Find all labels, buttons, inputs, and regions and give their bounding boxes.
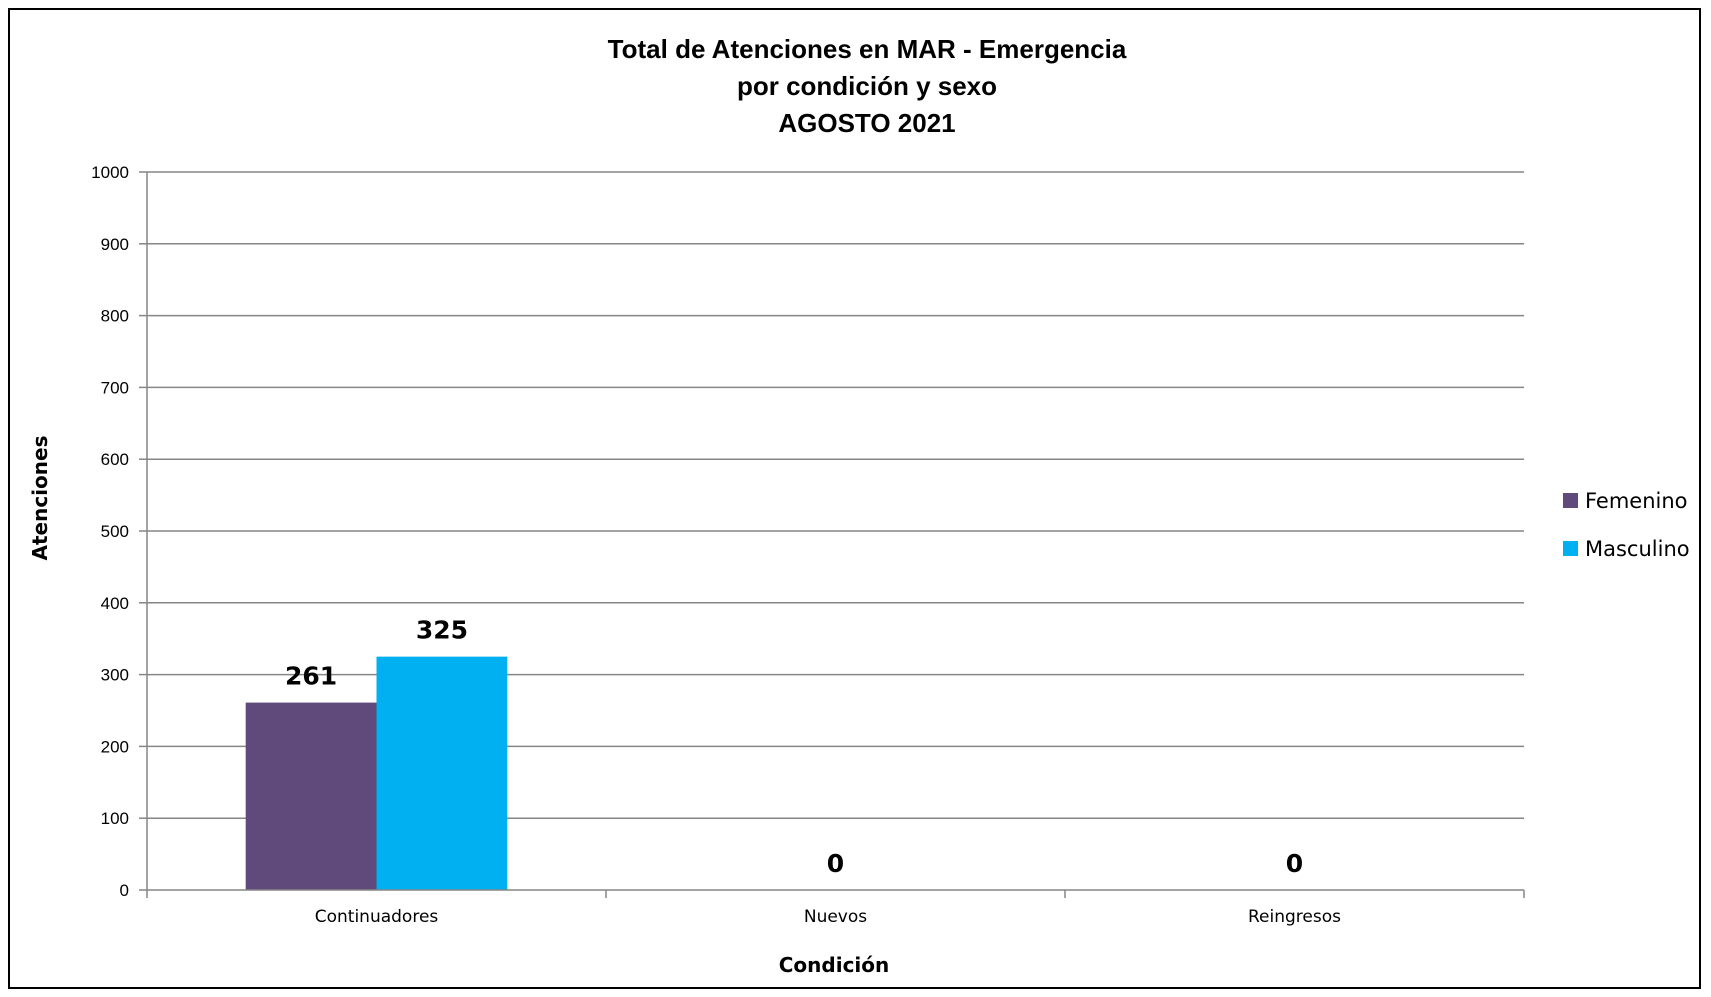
x-tick-label: Nuevos (804, 907, 867, 927)
y-tick-label: 800 (101, 307, 129, 326)
bar-femenino-continuadores (245, 702, 377, 890)
y-tick-label: 200 (101, 737, 129, 756)
x-tick-label: Reingresos (1248, 907, 1341, 927)
y-tick-label: 0 (120, 881, 129, 900)
chart-title: Total de Atenciones en MAR - Emergencia … (608, 34, 1127, 138)
x-tick-label: Continuadores (315, 907, 439, 927)
y-axis-title: Atenciones (28, 436, 52, 561)
x-axis-tick-labels: Continuadores Nuevos Reingresos (315, 907, 1341, 927)
y-axis-tick-labels: 0 100 200 300 400 500 600 700 800 900 1000 (91, 163, 129, 900)
y-tick-label: 700 (101, 378, 129, 397)
legend-swatch-femenino (1563, 493, 1578, 508)
y-tick-label: 500 (101, 522, 129, 541)
chart-title-line-1: Total de Atenciones en MAR - Emergencia (608, 34, 1127, 64)
data-labels: 261 325 0 0 (285, 616, 1303, 878)
chart-title-line-3: AGOSTO 2021 (778, 108, 955, 138)
y-tick-label: 900 (101, 235, 129, 254)
y-tick-label: 100 (101, 809, 129, 828)
data-label: 0 (827, 849, 844, 878)
legend-label-masculino: Masculino (1585, 537, 1690, 561)
y-tick-label: 600 (101, 450, 129, 469)
axes (139, 171, 1525, 898)
x-axis-title: Condición (779, 953, 890, 977)
y-tick-label: 300 (101, 666, 129, 685)
chart-title-line-2: por condición y sexo (737, 71, 997, 101)
legend-swatch-masculino (1563, 541, 1578, 556)
bar-masculino-continuadores (376, 656, 508, 890)
data-label: 325 (416, 616, 468, 645)
bars (245, 656, 508, 890)
data-label: 261 (285, 662, 337, 691)
y-tick-label: 400 (101, 594, 129, 613)
legend: Femenino Masculino (1563, 489, 1690, 561)
y-tick-label: 1000 (91, 163, 129, 182)
legend-label-femenino: Femenino (1585, 489, 1688, 513)
data-label: 0 (1286, 849, 1303, 878)
